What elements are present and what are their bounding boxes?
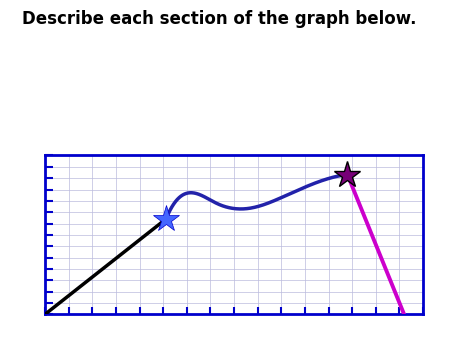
Text: Describe each section of the graph below.: Describe each section of the graph below…: [22, 10, 417, 28]
